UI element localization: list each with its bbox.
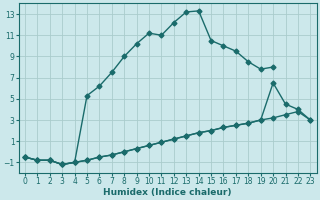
X-axis label: Humidex (Indice chaleur): Humidex (Indice chaleur) [103, 188, 232, 197]
